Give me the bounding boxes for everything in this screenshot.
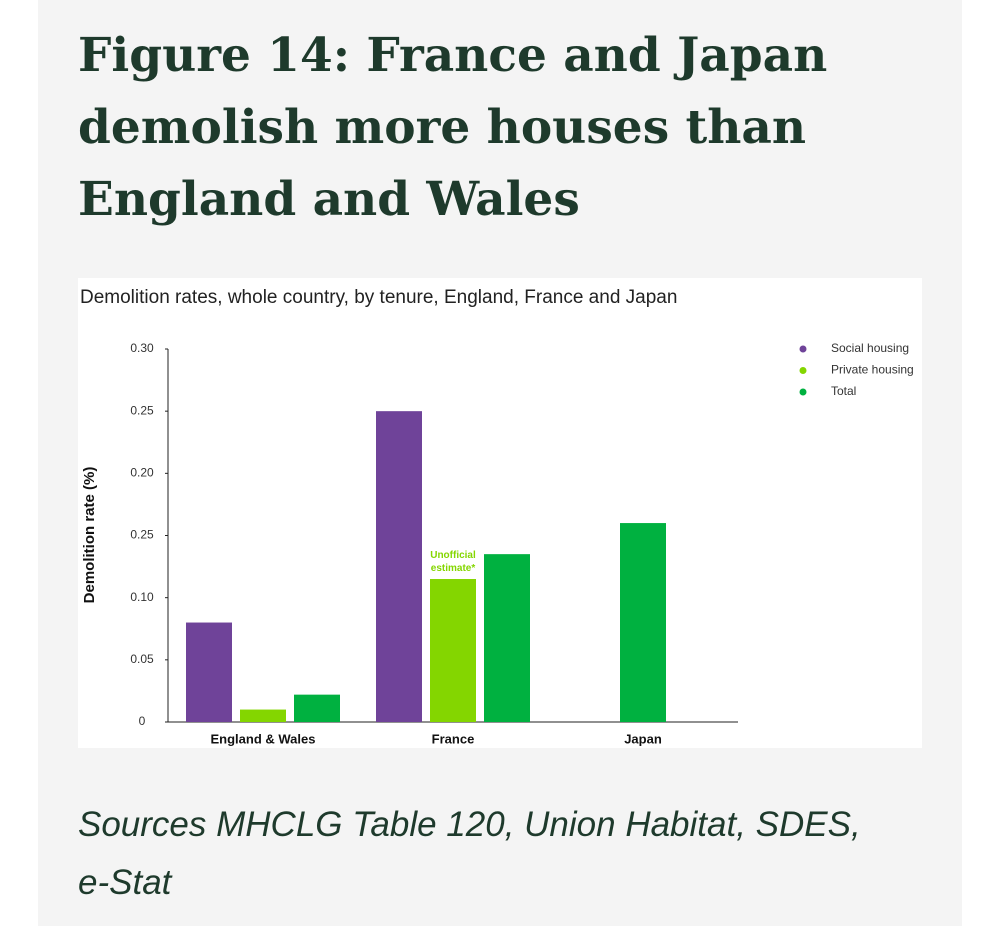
- x-tick-label: France: [432, 731, 475, 746]
- bar: [484, 554, 530, 722]
- legend-label: Social housing: [831, 341, 909, 355]
- legend-marker: [799, 345, 807, 353]
- legend-marker: [799, 367, 807, 374]
- bar: [186, 622, 232, 722]
- source: Sources MHCLG Table 120, Union Habitat, …: [78, 805, 861, 902]
- bar: [294, 694, 340, 722]
- bar: [240, 709, 286, 722]
- legend-label: Private housing: [831, 363, 914, 377]
- bar: [620, 523, 666, 722]
- bar: [430, 579, 476, 722]
- y-tick-label: 0.10: [130, 590, 154, 604]
- y-tick-label: 0: [139, 714, 146, 728]
- chart-subtitle: Demolition rates, whole country, by tenu…: [80, 287, 677, 308]
- annotation-line: estimate*: [431, 563, 476, 574]
- y-tick-label: 0.25: [130, 528, 154, 542]
- x-tick-label: England & Wales: [211, 731, 316, 746]
- y-axis-label: Demolition rate (%): [81, 467, 98, 604]
- annotation-line: Unofficial: [430, 550, 476, 561]
- legend-marker: [799, 388, 807, 396]
- annotation: Unofficial estimate*: [430, 550, 476, 574]
- y-tick-label: 0.20: [130, 466, 154, 480]
- x-tick-label: Japan: [624, 731, 662, 746]
- y-tick-label: 0.30: [130, 341, 154, 355]
- y-tick-label: 0.05: [130, 652, 154, 666]
- title: Figure 14: France and Japan demolish mor…: [78, 28, 828, 227]
- y-tick-label: 0.25: [130, 403, 154, 417]
- bar: [376, 411, 422, 722]
- legend-label: Total: [831, 384, 856, 398]
